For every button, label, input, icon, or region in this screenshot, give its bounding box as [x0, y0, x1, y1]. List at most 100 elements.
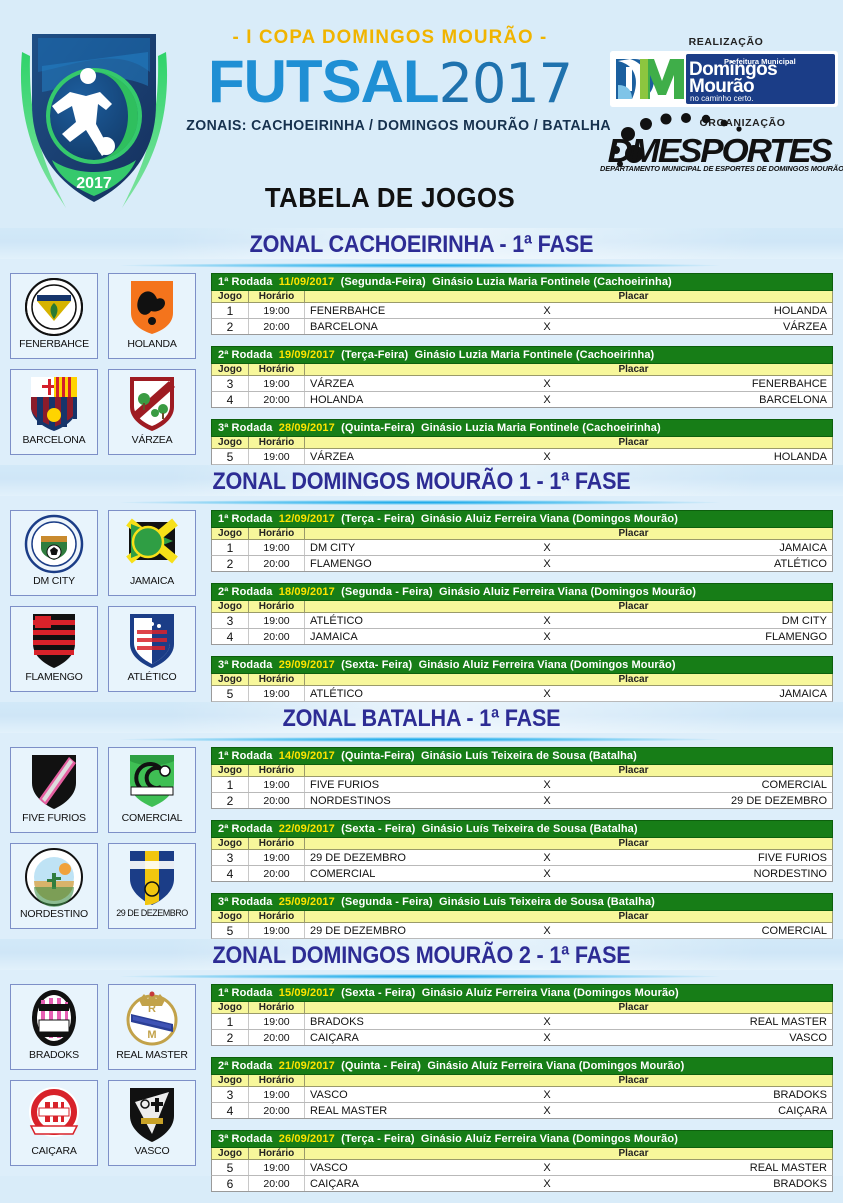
- round-block: 1ª Rodada 15/09/2017 (Sexta - Feira) Gin…: [211, 984, 833, 1046]
- away-team: BARCELONA: [759, 394, 827, 406]
- team-crest-grid: DM CITY JAMAICA FLAMENGO ATLÉTICO: [10, 510, 196, 692]
- game-time: 20:00: [249, 1103, 305, 1118]
- atl-tico-crest-icon: [121, 610, 183, 670]
- game-time: 20:00: [249, 1030, 305, 1045]
- round-weekday: (Segunda - Feira): [341, 896, 433, 908]
- game-number: 3: [212, 850, 249, 865]
- round-header: 2ª Rodada 22/09/2017 (Sexta - Feira) Gin…: [211, 820, 833, 838]
- table-column-header: Jogo Horário Placar: [211, 528, 833, 540]
- away-team: 29 DE DEZEMBRO: [731, 795, 827, 807]
- real-master-crest-icon: [121, 988, 183, 1048]
- round-header: 3ª Rodada 28/09/2017 (Quinta-Feira) Giná…: [211, 419, 833, 437]
- column-header-jogo: Jogo: [212, 364, 249, 375]
- column-header-horario: Horário: [249, 291, 305, 302]
- game-row[interactable]: 5 19:00 VASCO X REAL MASTER: [211, 1160, 833, 1176]
- round-block: 2ª Rodada 18/09/2017 (Segunda - Feira) G…: [211, 583, 833, 645]
- five-furios-crest-icon: [23, 751, 85, 811]
- dme-subtitle: DEPARTAMENTO MUNICIPAL DE ESPORTES DE DO…: [600, 164, 843, 173]
- team-crest-grid: BRADOKS REAL MASTER CAIÇARA VASCO: [10, 984, 196, 1166]
- game-number: 2: [212, 1030, 249, 1045]
- v-rzea-crest-icon: [121, 373, 183, 433]
- team-crest-label: BRADOKS: [29, 1049, 79, 1061]
- score-separator: X: [543, 925, 551, 937]
- game-row[interactable]: 3 19:00 ATLÉTICO X DM CITY: [211, 613, 833, 629]
- game-row[interactable]: 2 20:00 CAIÇARA X VASCO: [211, 1030, 833, 1046]
- game-row[interactable]: 1 19:00 FENERBAHCE X HOLANDA: [211, 303, 833, 319]
- round-date: 11/09/2017: [278, 276, 335, 288]
- game-row[interactable]: 4 20:00 COMERCIAL X NORDESTINO: [211, 866, 833, 882]
- game-number: 1: [212, 1014, 249, 1029]
- column-header-placar: Placar: [618, 1148, 649, 1159]
- home-team: COMERCIAL: [310, 868, 376, 880]
- game-row[interactable]: 3 19:00 29 DE DEZEMBRO X FIVE FURIOS: [211, 850, 833, 866]
- game-row[interactable]: 1 19:00 DM CITY X JAMAICA: [211, 540, 833, 556]
- game-row[interactable]: 3 19:00 VÁRZEA X FENERBAHCE: [211, 376, 833, 392]
- round-venue: Ginásio Aluiz Ferreira Viana (Domingos M…: [420, 513, 678, 525]
- round-header: 2ª Rodada 21/09/2017 (Quinta - Feira) Gi…: [211, 1057, 833, 1075]
- round-number: 2ª Rodada: [218, 586, 273, 598]
- round-venue: Ginásio Luzia Maria Fontinele (Cachoeiri…: [432, 276, 672, 288]
- round-weekday: (Terça-Feira): [341, 349, 409, 361]
- game-number: 2: [212, 319, 249, 334]
- game-row[interactable]: 2 20:00 BARCELONA X VÁRZEA: [211, 319, 833, 335]
- home-team: FIVE FURIOS: [310, 779, 380, 791]
- game-row[interactable]: 6 20:00 CAIÇARA X BRADOKS: [211, 1176, 833, 1192]
- prefeitura-small-line: Prefeitura Municipal: [724, 57, 796, 66]
- game-row[interactable]: 5 19:00 VÁRZEA X HOLANDA: [211, 449, 833, 465]
- table-column-header: Jogo Horário Placar: [211, 838, 833, 850]
- game-time: 19:00: [249, 923, 305, 938]
- score-separator: X: [543, 321, 551, 333]
- team-crest-label: NORDESTINO: [19, 908, 88, 920]
- game-row[interactable]: 5 19:00 ATLÉTICO X JAMAICA: [211, 686, 833, 702]
- fenerbahce-crest-icon: [23, 277, 85, 337]
- round-header: 3ª Rodada 29/09/2017 (Sexta- Feira) Giná…: [211, 656, 833, 674]
- team-crest-29-de-dezembro: 29 DE DEZEMBRO: [108, 843, 196, 929]
- poster-header: 2017 - I COPA DOMINGOS MOURÃO - FUTSAL20…: [0, 0, 843, 228]
- round-block: 1ª Rodada 14/09/2017 (Quinta-Feira) Giná…: [211, 747, 833, 809]
- team-crest-flamengo: FLAMENGO: [10, 606, 98, 692]
- round-date: 22/09/2017: [278, 823, 335, 835]
- home-team: 29 DE DEZEMBRO: [310, 925, 406, 937]
- column-header-placar: Placar: [618, 528, 649, 539]
- team-crest-label: 29 DE DEZEMBRO: [116, 908, 188, 918]
- table-column-header: Jogo Horário Placar: [211, 437, 833, 449]
- home-team: VASCO: [310, 1162, 348, 1174]
- game-number: 3: [212, 1087, 249, 1102]
- team-crest-fenerbahce: FENERBAHCE: [10, 273, 98, 359]
- home-team: CAIÇARA: [310, 1032, 359, 1044]
- team-crest-label: FIVE FURIOS: [22, 812, 86, 824]
- game-row[interactable]: 2 20:00 FLAMENGO X ATLÉTICO: [211, 556, 833, 572]
- score-separator: X: [543, 779, 551, 791]
- column-header-jogo: Jogo: [212, 437, 249, 448]
- rounds-list: 1ª Rodada 12/09/2017 (Terça - Feira) Gin…: [211, 510, 833, 729]
- column-header-jogo: Jogo: [212, 291, 249, 302]
- game-row[interactable]: 2 20:00 NORDESTINOS X 29 DE DEZEMBRO: [211, 793, 833, 809]
- game-row[interactable]: 4 20:00 HOLANDA X BARCELONA: [211, 392, 833, 408]
- game-row[interactable]: 5 19:00 29 DE DEZEMBRO X COMERCIAL: [211, 923, 833, 939]
- organizacao-label: ORGANIZAÇÃO: [699, 117, 786, 129]
- game-row[interactable]: 1 19:00 FIVE FURIOS X COMERCIAL: [211, 777, 833, 793]
- score-separator: X: [543, 305, 551, 317]
- game-row[interactable]: 3 19:00 VASCO X BRADOKS: [211, 1087, 833, 1103]
- game-row[interactable]: 4 20:00 JAMAICA X FLAMENGO: [211, 629, 833, 645]
- column-header-placar: Placar: [618, 674, 649, 685]
- round-header: 3ª Rodada 25/09/2017 (Segunda - Feira) G…: [211, 893, 833, 911]
- round-number: 2ª Rodada: [218, 349, 273, 361]
- game-row[interactable]: 4 20:00 REAL MASTER X CAIÇARA: [211, 1103, 833, 1119]
- round-block: 3ª Rodada 26/09/2017 (Terça - Feira) Gin…: [211, 1130, 833, 1192]
- round-weekday: (Terça - Feira): [341, 1133, 415, 1145]
- dme-wordmark: DMESPORTES: [607, 132, 833, 169]
- round-number: 2ª Rodada: [218, 823, 273, 835]
- section-title-band: ZONAL DOMINGOS MOURÃO 1 - 1ª FASE: [0, 465, 843, 496]
- game-time: 20:00: [249, 629, 305, 644]
- game-row[interactable]: 1 19:00 BRADOKS X REAL MASTER: [211, 1014, 833, 1030]
- round-venue: Ginásio Aluiz Ferreira Viana (Domingos M…: [439, 586, 697, 598]
- round-weekday: (Segunda-Feira): [340, 276, 426, 288]
- team-crest-label: FENERBAHCE: [19, 338, 89, 350]
- table-column-header: Jogo Horário Placar: [211, 765, 833, 777]
- round-header: 3ª Rodada 26/09/2017 (Terça - Feira) Gin…: [211, 1130, 833, 1148]
- home-team: VÁRZEA: [310, 378, 355, 390]
- title-block: - I COPA DOMINGOS MOURÃO - FUTSAL2017 ZO…: [180, 26, 610, 134]
- game-number: 5: [212, 449, 249, 464]
